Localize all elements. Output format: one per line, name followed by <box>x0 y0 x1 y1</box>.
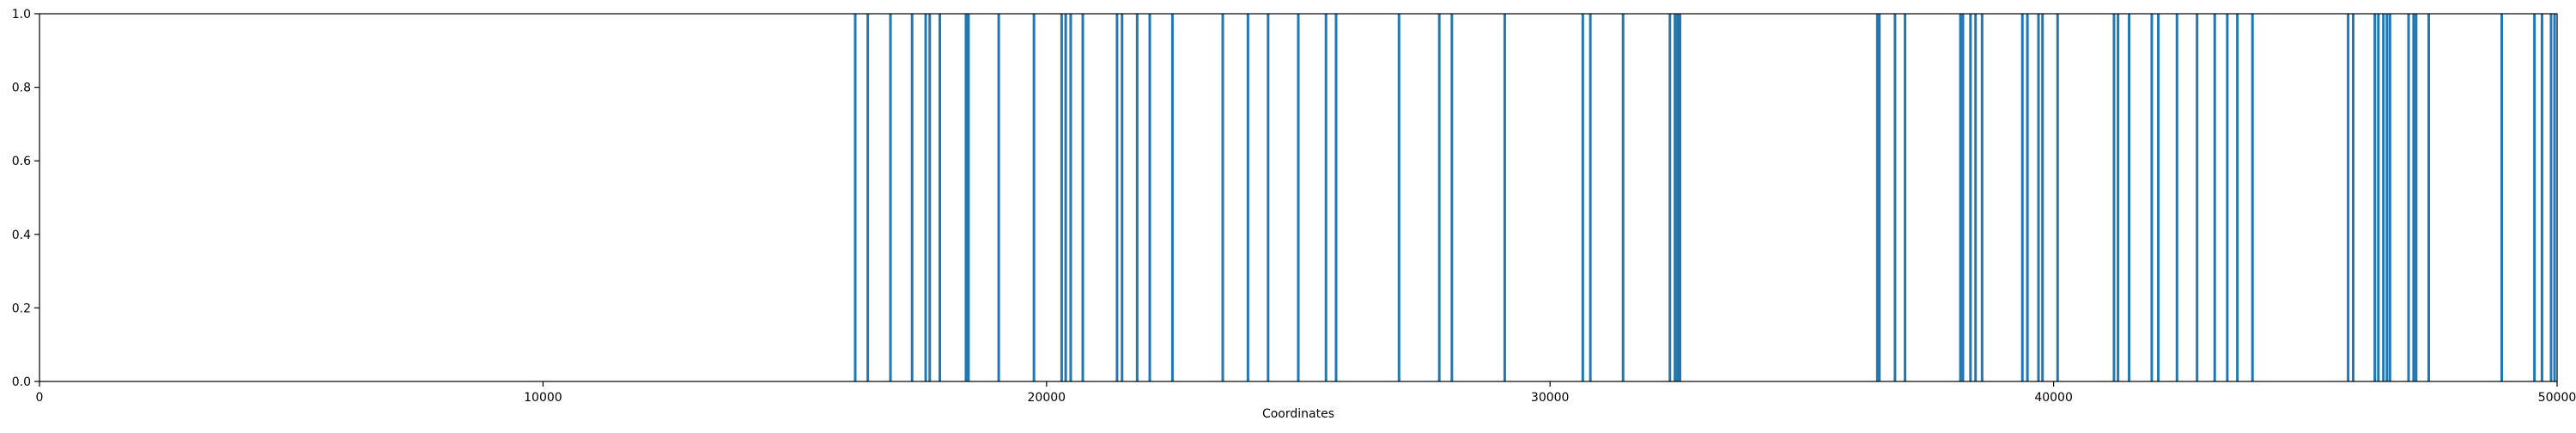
bar <box>1674 14 1677 381</box>
bar <box>1334 14 1338 381</box>
bar <box>1589 14 1592 381</box>
bar <box>1878 14 1881 381</box>
bar <box>1961 14 1965 381</box>
x-tick-label: 0 <box>36 391 44 405</box>
bar <box>2407 14 2410 381</box>
bar <box>1581 14 1584 381</box>
bar <box>2020 14 2024 381</box>
bar <box>924 14 927 381</box>
x-tick-label: 20000 <box>1028 391 1066 405</box>
bar <box>910 14 914 381</box>
bar <box>2382 14 2385 381</box>
bar <box>1980 14 1984 381</box>
y-tick-label: 0.8 <box>12 82 31 95</box>
bar <box>2427 14 2430 381</box>
bar <box>1081 14 1084 381</box>
bar <box>2196 14 2199 381</box>
bar <box>997 14 1000 381</box>
y-tick-label: 0.4 <box>12 229 31 242</box>
bar <box>2175 14 2178 381</box>
bar <box>2347 14 2350 381</box>
bar <box>1969 14 1972 381</box>
bar <box>964 14 968 381</box>
bar <box>2549 14 2553 381</box>
bar <box>1621 14 1625 381</box>
bar <box>1069 14 1072 381</box>
bar <box>854 14 857 381</box>
bar <box>2352 14 2355 381</box>
bar <box>1959 14 1962 381</box>
bar <box>2056 14 2059 381</box>
bar <box>1135 14 1139 381</box>
bar <box>1324 14 1327 381</box>
bar <box>2112 14 2116 381</box>
bar <box>2037 14 2040 381</box>
x-tick-label: 30000 <box>1531 391 1570 405</box>
y-axis-ticks: 0.0 0.2 0.4 0.6 0.8 1.0 <box>12 8 39 389</box>
bar <box>1397 14 1400 381</box>
bar <box>1437 14 1441 381</box>
bar <box>2377 14 2380 381</box>
x-axis-ticks: 0 10000 20000 30000 40000 50000 <box>36 381 2576 405</box>
bar <box>1032 14 1036 381</box>
x-axis-label: Coordinates <box>1262 407 1334 421</box>
bar <box>2041 14 2044 381</box>
bar <box>1246 14 1249 381</box>
bar <box>2412 14 2415 381</box>
bars-group <box>854 14 2556 381</box>
x-tick-label: 50000 <box>2538 391 2576 405</box>
bar <box>2540 14 2543 381</box>
bar <box>1875 14 1879 381</box>
y-tick-label: 0.0 <box>12 375 31 389</box>
y-tick-label: 1.0 <box>12 8 31 21</box>
bar <box>1974 14 1978 381</box>
bar <box>2373 14 2377 381</box>
bar <box>1904 14 1907 381</box>
bar <box>2533 14 2537 381</box>
bar <box>1170 14 1174 381</box>
bar <box>938 14 941 381</box>
bar <box>2226 14 2229 381</box>
bar <box>2236 14 2239 381</box>
y-tick-label: 0.2 <box>12 302 31 315</box>
bar <box>1148 14 1151 381</box>
bar <box>2415 14 2418 381</box>
bar <box>2128 14 2131 381</box>
bar <box>2388 14 2391 381</box>
bar <box>889 14 892 381</box>
bar <box>1121 14 1124 381</box>
bar <box>2500 14 2503 381</box>
bar <box>1450 14 1454 381</box>
bar <box>1668 14 1672 381</box>
bar <box>2117 14 2120 381</box>
bar <box>2213 14 2216 381</box>
bar <box>1060 14 1063 381</box>
bar <box>866 14 870 381</box>
bar <box>1893 14 1897 381</box>
bar <box>2150 14 2154 381</box>
bar <box>2553 14 2556 381</box>
bar <box>928 14 932 381</box>
bar <box>2385 14 2389 381</box>
y-tick-label: 0.6 <box>12 155 31 168</box>
bar <box>1678 14 1681 381</box>
bar <box>1115 14 1119 381</box>
bar <box>1064 14 1067 381</box>
bar <box>2026 14 2029 381</box>
bar <box>1267 14 1270 381</box>
bar <box>1503 14 1506 381</box>
bar <box>2157 14 2160 381</box>
axes-frame <box>39 13 2558 382</box>
bar <box>1297 14 1300 381</box>
x-tick-label: 10000 <box>524 391 562 405</box>
bar <box>1221 14 1224 381</box>
bar <box>1676 14 1680 381</box>
bar <box>967 14 970 381</box>
bar <box>2251 14 2254 381</box>
x-tick-label: 40000 <box>2034 391 2073 405</box>
